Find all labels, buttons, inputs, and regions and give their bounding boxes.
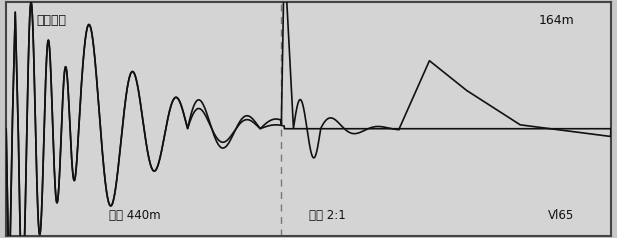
Text: 范围 440m: 范围 440m [109,209,160,222]
Text: 低压脉冲: 低压脉冲 [36,14,67,27]
Text: 比例 2:1: 比例 2:1 [308,209,346,222]
Text: Vl65: Vl65 [549,209,574,222]
Text: 164m: 164m [539,14,574,27]
